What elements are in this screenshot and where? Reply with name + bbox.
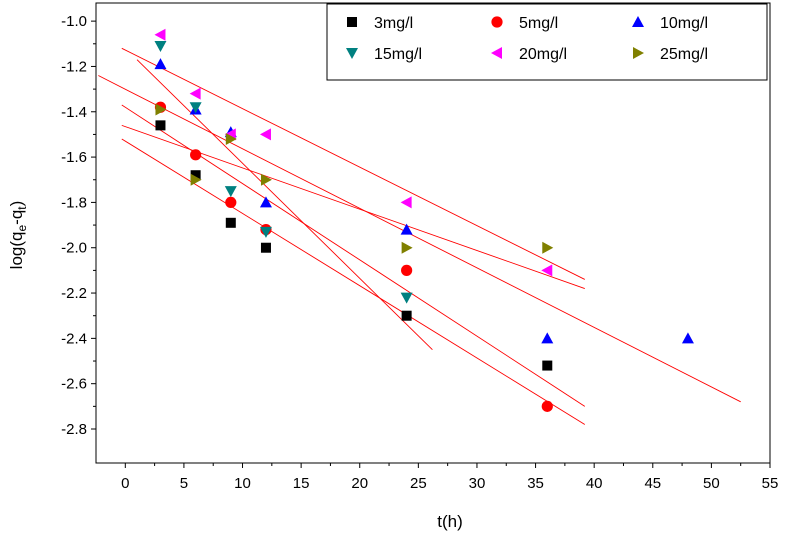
x-tick-label: 35 xyxy=(527,475,544,492)
data-point xyxy=(400,223,413,235)
fit-line xyxy=(98,75,741,403)
x-tick-label: 0 xyxy=(121,475,129,492)
data-point xyxy=(155,103,167,116)
legend-label: 25mg/l xyxy=(660,46,708,63)
legend-label: 20mg/l xyxy=(519,46,567,63)
y-tick-label: -1.2 xyxy=(61,58,87,75)
legend-marker xyxy=(347,17,357,27)
x-tick-label: 10 xyxy=(234,475,251,492)
data-point xyxy=(259,226,272,238)
data-point xyxy=(541,400,553,412)
x-axis-title: t(h) xyxy=(437,512,463,531)
data-point xyxy=(154,41,167,53)
y-tick-label: -1.4 xyxy=(61,104,87,121)
x-tick-label: 30 xyxy=(469,475,486,492)
data-point xyxy=(189,87,201,100)
y-tick-label: -1.0 xyxy=(61,13,87,30)
legend-marker xyxy=(632,16,644,27)
data-point xyxy=(401,241,413,254)
data-point xyxy=(225,196,237,209)
data-point xyxy=(542,241,554,254)
y-tick-label: -1.8 xyxy=(61,194,87,211)
legend-marker xyxy=(491,16,503,28)
data-point xyxy=(542,360,553,371)
legend: 3mg/l 5mg/l 10mg/l 15mg/l 20mg/l 25mg/l xyxy=(326,3,768,81)
data-point xyxy=(400,292,413,304)
data-points xyxy=(154,28,694,412)
data-point xyxy=(154,28,166,41)
y-tick-label: -2.6 xyxy=(61,376,87,393)
legend-marker xyxy=(633,47,644,59)
data-point xyxy=(225,132,237,145)
plot-frame xyxy=(95,2,771,464)
x-tick-label: 50 xyxy=(703,475,720,492)
legend-marker xyxy=(491,47,502,59)
data-point xyxy=(400,196,412,209)
data-point xyxy=(260,242,271,253)
y-axis: -2.8 -2.6 -2.4 -2.2 -2.0 -1.8 -1.6 -1.4 -1.2 -1.0 xyxy=(61,13,96,438)
y-tick-label: -1.6 xyxy=(61,149,87,166)
y-tick-label: -2.8 xyxy=(61,421,87,438)
data-point xyxy=(224,186,237,198)
x-tick-label: 25 xyxy=(410,475,427,492)
data-point xyxy=(681,332,694,344)
y-axis-title: log(qe-qt) xyxy=(7,201,29,270)
legend-label: 10mg/l xyxy=(660,15,708,32)
data-point xyxy=(260,173,272,186)
data-point xyxy=(154,58,167,70)
data-point xyxy=(541,264,553,277)
fit-line xyxy=(121,47,585,280)
x-tick-label: 5 xyxy=(180,475,188,492)
data-point xyxy=(225,217,236,228)
data-point xyxy=(189,102,202,114)
y-tick-label: -2.2 xyxy=(61,285,87,302)
fit-line xyxy=(136,59,433,351)
y-tick-label: -2.4 xyxy=(61,330,87,347)
data-point xyxy=(259,196,272,208)
data-point xyxy=(401,264,413,276)
x-tick-label: 40 xyxy=(586,475,603,492)
x-axis: 0 5 10 15 20 25 30 35 40 45 50 55 xyxy=(121,463,778,492)
x-tick-label: 45 xyxy=(644,475,661,492)
legend-marker xyxy=(346,48,358,59)
legend-label: 5mg/l xyxy=(519,15,558,32)
x-tick-label: 55 xyxy=(762,475,779,492)
fit-line xyxy=(121,138,586,425)
data-point xyxy=(541,332,554,344)
data-point xyxy=(190,173,202,186)
legend-label: 15mg/l xyxy=(374,46,422,63)
legend-box xyxy=(326,3,768,81)
data-point xyxy=(401,310,412,321)
data-point xyxy=(155,120,166,131)
data-point xyxy=(190,149,202,161)
x-tick-label: 20 xyxy=(351,475,368,492)
legend-label: 3mg/l xyxy=(374,15,413,32)
y-tick-label: -2.0 xyxy=(61,240,87,257)
data-point xyxy=(259,128,271,141)
x-tick-label: 15 xyxy=(293,475,310,492)
